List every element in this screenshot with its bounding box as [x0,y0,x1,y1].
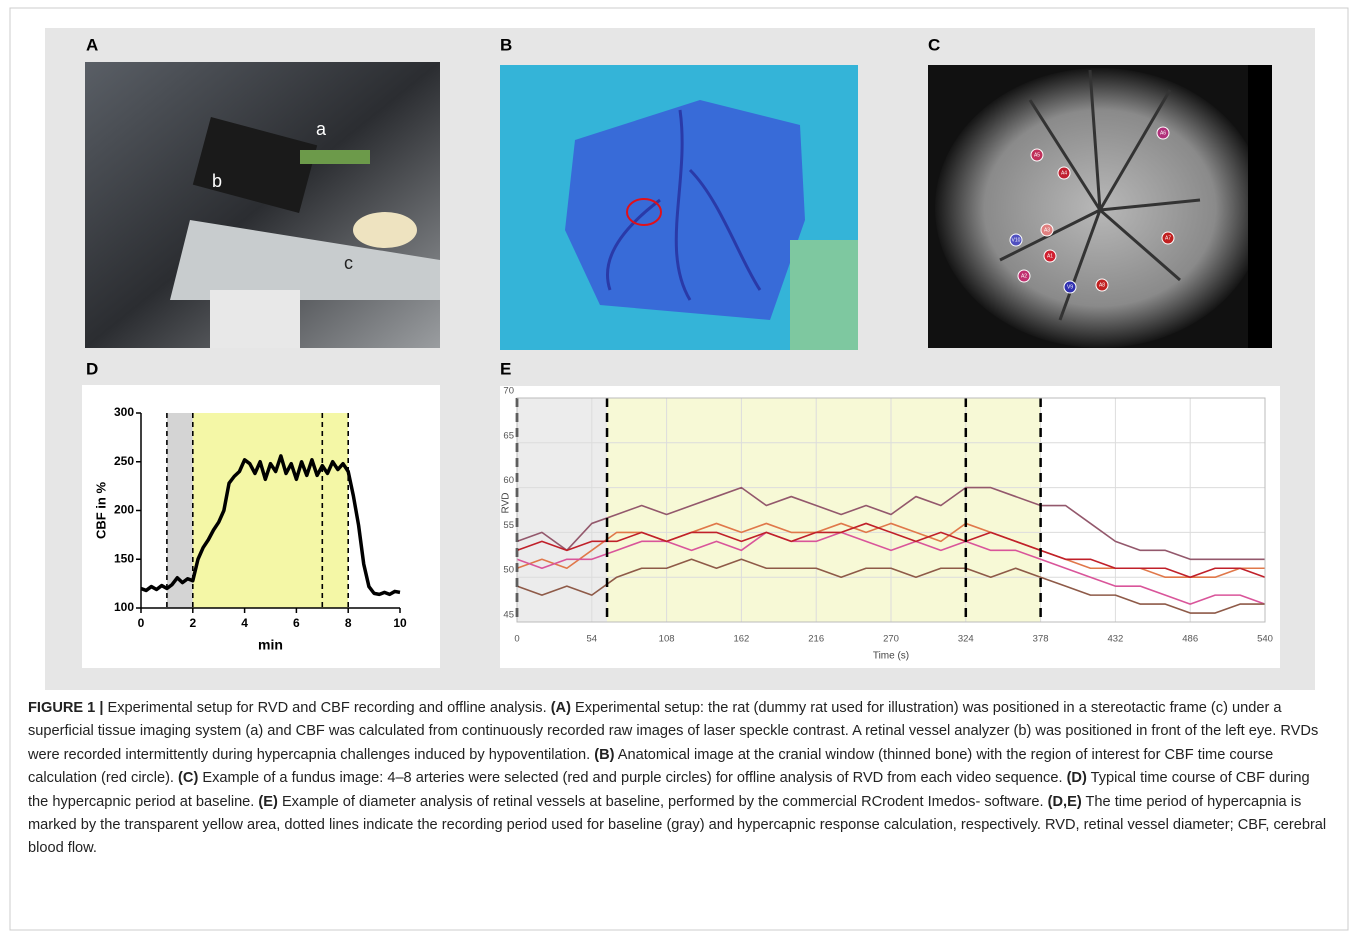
vessel-marker-label: A6 [1160,130,1166,136]
y-tick-label: 70 [503,386,514,397]
x-tick-label: 324 [958,634,974,645]
shaded-region [193,413,348,608]
x-tick-label: 486 [1182,634,1198,645]
y-tick-label: 55 [503,520,514,531]
x-tick-label: 216 [808,634,824,645]
x-tick-label: 4 [241,616,248,630]
caption-segment: Example of a fundus image: 4–8 arteries … [198,770,1066,786]
x-tick-label: 6 [293,616,300,630]
photo-label: c [344,253,353,273]
vessel-marker-label: A5 [1034,152,1040,158]
x-tick-label: 10 [393,616,407,630]
caption-segment: (B) [594,747,614,763]
y-tick-label: 100 [114,600,134,614]
x-tick-label: 108 [659,634,675,645]
y-axis-label: RVD [501,493,512,514]
photo-a [85,62,440,348]
page: A B C D E a b c A5A4A6A3V10A1A7A2V9A8100… [0,0,1358,937]
vessel-marker-label: A3 [1044,227,1050,233]
panel-letter: A [86,35,98,54]
x-tick-label: 0 [138,616,145,630]
y-tick-label: 65 [503,430,514,441]
caption-segment: (E) [258,794,277,810]
x-tick-label: 8 [345,616,352,630]
photo-label: b [212,171,222,191]
caption-segment: (D,E) [1048,794,1082,810]
vessel-marker-label: A4 [1061,170,1067,176]
panel-letter: B [500,35,512,54]
x-tick-label: 432 [1107,634,1123,645]
vessel-marker-label: V9 [1067,284,1073,290]
photo-b [500,65,858,350]
x-axis-label: min [258,637,283,653]
x-tick-label: 2 [189,616,196,630]
y-tick-label: 250 [114,454,134,468]
y-tick-label: 50 [503,565,514,576]
shaded-region [607,398,1041,622]
y-tick-label: 150 [114,551,134,565]
caption-segment: FIGURE 1 | [28,700,103,716]
panel-letter: C [928,35,940,54]
vessel-marker-label: A2 [1021,273,1027,279]
y-tick-label: 45 [503,610,514,621]
vessel-marker-label: A7 [1165,235,1171,241]
vessel-marker-label: A1 [1047,253,1053,259]
x-tick-label: 54 [587,634,598,645]
photo-label: a [316,119,327,139]
caption-segment: (C) [178,770,198,786]
photo-c [928,65,1272,348]
x-tick-label: 270 [883,634,899,645]
y-tick-label: 200 [114,503,134,517]
x-tick-label: 162 [733,634,749,645]
panel-letter: D [86,359,98,378]
caption-segment: (A) [551,700,571,716]
y-tick-label: 300 [114,405,134,419]
x-axis-label: Time (s) [873,651,909,662]
caption: FIGURE 1 | Experimental setup for RVD an… [28,697,1328,861]
vessel-marker-label: A8 [1099,282,1105,288]
caption-segment: Experimental setup for RVD and CBF recor… [103,700,550,716]
y-axis-label: CBF in % [93,482,108,539]
panel-letter: E [500,359,511,378]
x-tick-label: 540 [1257,634,1273,645]
vessel-marker-label: V10 [1012,237,1021,243]
x-tick-label: 378 [1033,634,1049,645]
caption-segment: (D) [1067,770,1087,786]
y-tick-label: 60 [503,475,514,486]
caption-segment: Example of diameter analysis of retinal … [278,794,1048,810]
x-tick-label: 0 [514,634,519,645]
